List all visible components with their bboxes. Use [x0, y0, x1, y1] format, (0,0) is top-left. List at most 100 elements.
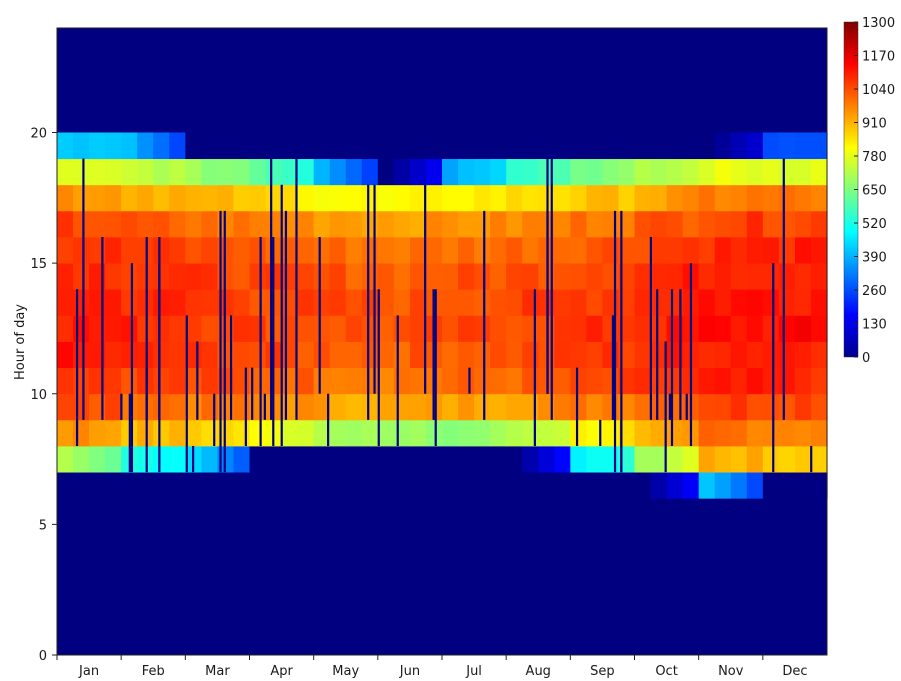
heatmap-cell [522, 158, 539, 186]
heatmap-cell [217, 158, 235, 186]
outage-column [656, 289, 659, 420]
heatmap-cell [297, 446, 315, 473]
heatmap-cell [458, 341, 475, 369]
heatmap-cell [522, 315, 539, 342]
heatmap-cell [746, 158, 764, 186]
heatmap-cell [570, 237, 587, 264]
heatmap-cell [778, 237, 796, 264]
heatmap-cell [201, 184, 219, 212]
heatmap-cell [586, 419, 604, 447]
heatmap-cell [442, 341, 459, 369]
heatmap-cell [778, 393, 796, 421]
outage-column [550, 158, 553, 420]
colorbar-tick-label: 780 [862, 150, 887, 165]
heatmap-cell [778, 341, 796, 369]
heatmap-cell [265, 446, 283, 473]
heatmap-cell [169, 184, 186, 212]
heatmap-cell [490, 472, 507, 499]
heatmap-cell [746, 184, 764, 212]
heatmap-cell [442, 158, 459, 186]
heatmap-cell [313, 184, 331, 212]
heatmap-cell [169, 315, 186, 342]
heatmap-cell [458, 158, 475, 186]
heatmap-cell [506, 263, 523, 290]
x-tick-label: Dec [782, 664, 807, 679]
heatmap-cell [377, 367, 395, 395]
y-tick-label: 15 [30, 257, 47, 272]
heatmap-cell [345, 132, 363, 160]
heatmap-cell [201, 367, 219, 395]
heatmap-cell [762, 446, 780, 473]
heatmap-cell [297, 419, 315, 447]
heatmap-cell [474, 158, 491, 186]
heatmap-cell [794, 393, 812, 421]
heatmap-cell [506, 341, 523, 369]
heatmap-cell [137, 184, 154, 212]
heatmap-cell [570, 263, 587, 290]
heatmap-cell [137, 210, 154, 238]
heatmap-cell [249, 184, 267, 212]
heatmap-cell [634, 419, 652, 447]
heatmap-cell [137, 472, 154, 499]
heatmap-cell [281, 184, 299, 212]
heatmap-cell [730, 341, 748, 369]
outage-column [223, 210, 226, 473]
heatmap-cell [602, 341, 620, 369]
heatmap-cell [570, 419, 587, 447]
heatmap-cell [185, 472, 202, 499]
heatmap-cell [329, 341, 347, 369]
heatmap-cell [714, 393, 732, 421]
heatmap-cell [746, 393, 764, 421]
heatmap-cell [746, 315, 764, 342]
x-axis: Jan Feb Mar Apr May Jun Jul Aug Sep Oct Nov Dec [56, 655, 807, 679]
heatmap-cell [474, 341, 491, 369]
heatmap-cell [393, 289, 411, 316]
heatmap-cell [506, 315, 523, 342]
heatmap-cell [57, 289, 74, 316]
heatmap-cell [698, 472, 716, 499]
heatmap-cell [682, 237, 700, 264]
heatmap-cell [425, 158, 443, 186]
heatmap-cell [313, 210, 331, 238]
heatmap-cell [329, 158, 347, 186]
heatmap-cell [714, 289, 732, 316]
heatmap-cell [249, 158, 267, 186]
heatmap-cell [265, 184, 283, 212]
heatmap-cell [778, 210, 796, 238]
heatmap-cell [121, 289, 138, 316]
colorbar-tick-label: 1040 [862, 83, 895, 98]
heatmap-cell [746, 419, 764, 447]
heatmap-cell [458, 315, 475, 342]
heatmap-cell [650, 472, 668, 499]
heatmap-cell [762, 210, 780, 238]
plot-area [56, 27, 828, 656]
heatmap-cell [794, 472, 812, 499]
heatmap-cell [458, 184, 475, 212]
heatmap-cell [409, 132, 427, 160]
heatmap-cell [249, 210, 267, 238]
outage-column [251, 367, 254, 420]
heatmap-cell [714, 419, 732, 447]
heatmap-cell [185, 419, 202, 447]
heatmap-cell [329, 237, 347, 264]
outage-column [613, 210, 617, 473]
heatmap-cell [425, 472, 443, 499]
heatmap-cell [570, 315, 587, 342]
heatmap-cell [153, 393, 170, 421]
heatmap-cell [698, 393, 716, 421]
heatmap-cell [618, 184, 636, 212]
heatmap-cell [698, 289, 716, 316]
heatmap-cell [570, 289, 587, 316]
heatmap-cell [602, 210, 620, 238]
heatmap-cell [297, 341, 315, 369]
heatmap-cell [377, 158, 395, 186]
heatmap-cell [794, 446, 812, 473]
heatmap-cell [201, 341, 219, 369]
x-tick-label: Feb [142, 664, 165, 679]
heatmap-cell [586, 341, 604, 369]
heatmap-cell [393, 263, 411, 290]
heatmap-cell [506, 446, 523, 473]
heatmap-cell [329, 446, 347, 473]
heatmap-cell [634, 210, 652, 238]
heatmap-cell [297, 237, 315, 264]
